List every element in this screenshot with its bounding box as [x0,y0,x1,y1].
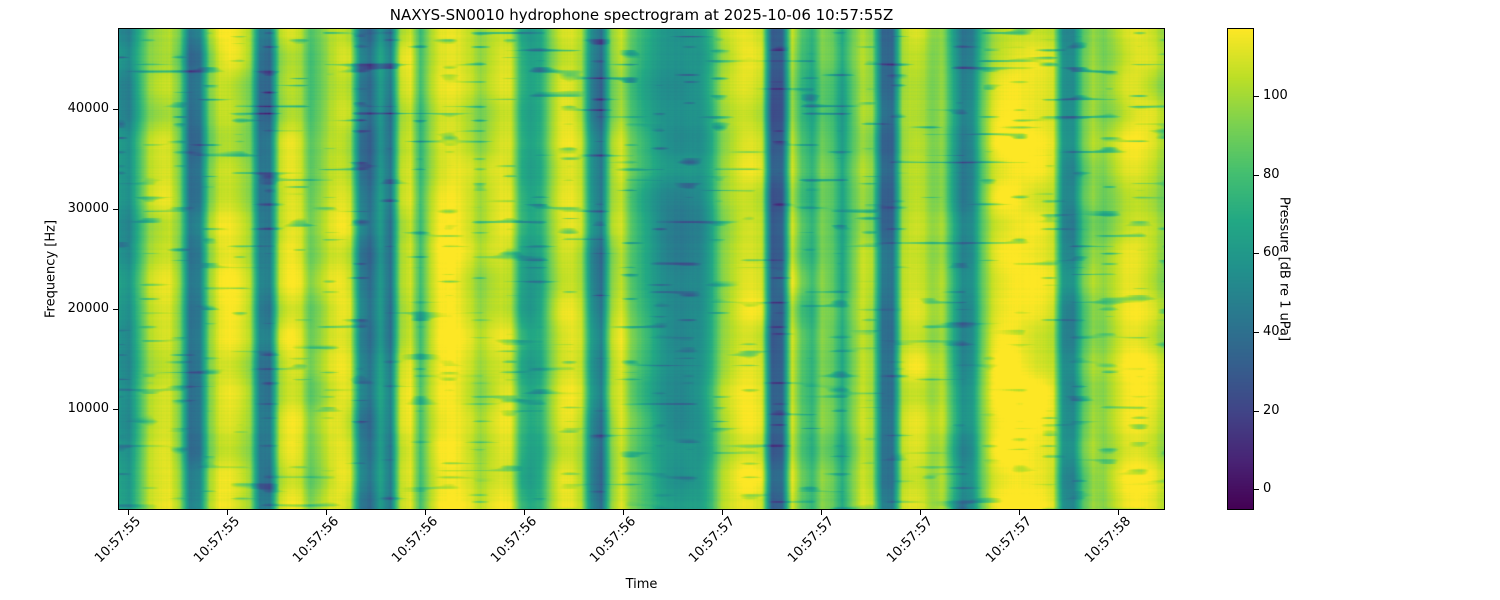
colorbar-tick-mark [1254,410,1259,412]
colorbar-tick-label: 60 [1263,245,1280,261]
x-tick-label-text: 10:57:57 [784,514,837,566]
x-tick-label-text: 10:57:58 [1081,514,1134,566]
colorbar-tick-mark [1254,489,1259,491]
colorbar-tick-mark [1254,95,1259,97]
colorbar-label: Pressure [dB re 1 uPa] [1276,196,1292,342]
colorbar-tick-mark [1254,253,1259,255]
x-tick-label-text: 10:57:57 [685,514,738,566]
x-tick-mark [326,510,327,515]
x-tick-label-text: 10:57:56 [586,514,639,566]
x-tick-label-text: 10:57:56 [388,514,441,566]
colorbar-gradient-canvas [1228,29,1253,509]
x-tick-label-text: 10:57:57 [883,514,936,566]
x-tick-mark [227,510,228,515]
y-tick-mark [113,309,118,310]
colorbar-tick-label: 80 [1263,166,1280,182]
y-tick-mark [113,409,118,410]
x-tick-mark [128,510,129,515]
x-tick-mark [623,510,624,515]
x-tick-mark [1118,510,1119,515]
y-tick-label: 20000 [67,301,109,316]
y-tick-mark [113,109,118,110]
x-tick-label-text: 10:57:56 [289,514,342,566]
x-tick-mark [722,510,723,515]
colorbar-tick-mark [1254,174,1259,176]
x-tick-mark [425,510,426,515]
colorbar-tick-label: 20 [1263,402,1280,418]
x-tick-label-text: 10:57:55 [190,514,243,566]
colorbar [1227,28,1254,510]
colorbar-tick-label: 100 [1263,87,1288,103]
colorbar-tick-mark [1254,331,1259,333]
x-tick-label-text: 10:57:57 [982,514,1035,566]
x-tick-mark [524,510,525,515]
x-axis-label: Time [625,577,658,592]
x-tick-mark [920,510,921,515]
x-tick-mark [821,510,822,515]
y-tick-mark [113,209,118,210]
spectrogram-heatmap-canvas [119,29,1164,509]
colorbar-tick-label: 0 [1263,481,1272,497]
chart-title: NAXYS-SN0010 hydrophone spectrogram at 2… [389,6,894,24]
colorbar-tick-label: 40 [1263,323,1280,339]
plot-area [118,28,1165,510]
y-tick-label: 10000 [67,401,109,416]
y-tick-label: 40000 [67,101,109,116]
x-tick-mark [1019,510,1020,515]
x-tick-label-text: 10:57:55 [91,514,144,566]
x-tick-label-text: 10:57:56 [487,514,540,566]
y-tick-label: 30000 [67,201,109,216]
